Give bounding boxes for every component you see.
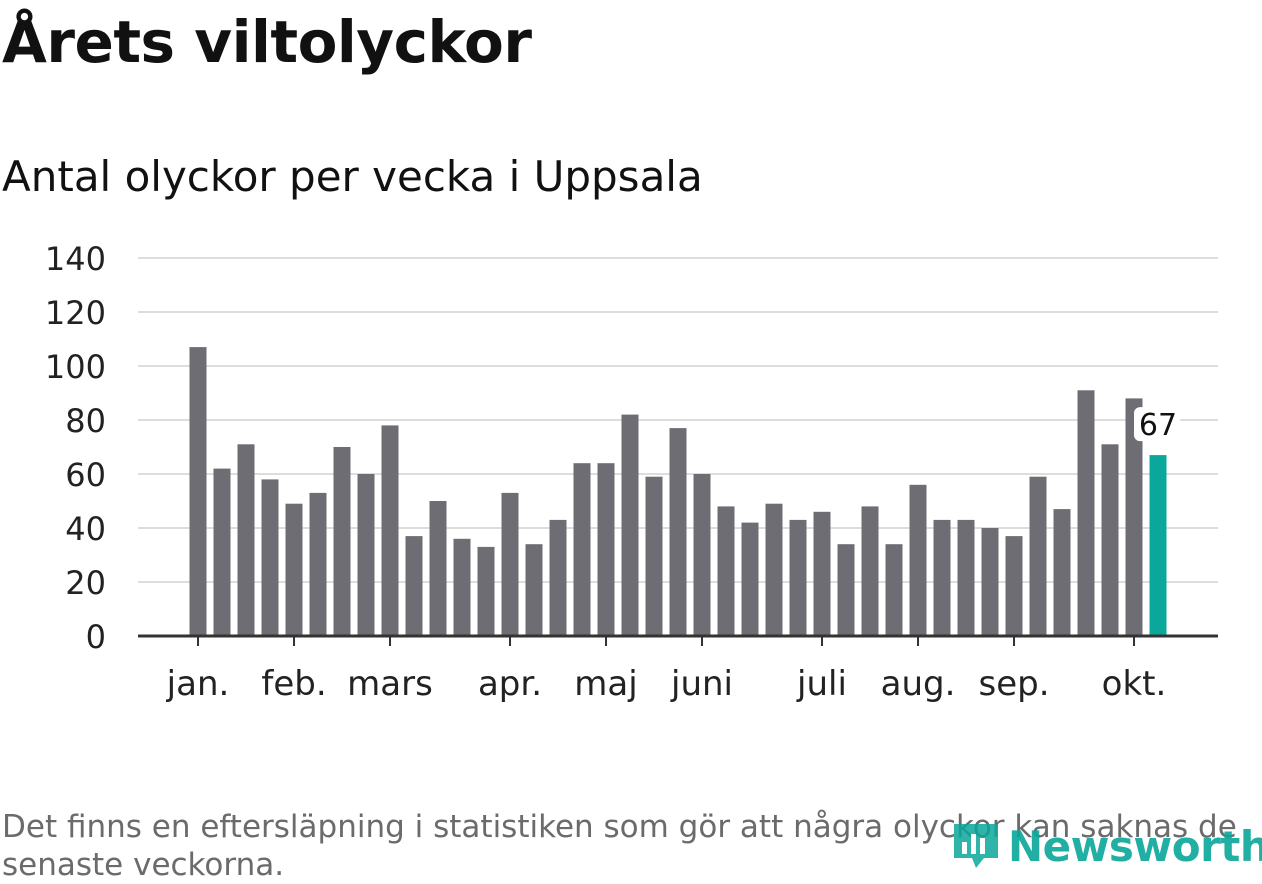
bar xyxy=(453,538,471,636)
bar xyxy=(549,519,567,636)
y-tick-label: 0 xyxy=(86,618,106,656)
bar xyxy=(237,444,255,636)
bar-highlight xyxy=(1149,455,1167,636)
bar xyxy=(741,522,759,636)
bar xyxy=(669,428,687,636)
bar xyxy=(765,503,783,636)
bar xyxy=(525,544,543,636)
x-tick-label: juli xyxy=(796,664,847,704)
bar xyxy=(261,479,279,636)
data-label-background xyxy=(1134,407,1180,442)
x-tick-label: jan. xyxy=(166,664,230,704)
x-tick-label: okt. xyxy=(1102,664,1167,704)
x-tick-label: feb. xyxy=(261,664,326,704)
bar xyxy=(213,468,231,636)
bar xyxy=(621,414,639,636)
footnote: Det finns en eftersläpning i statistiken… xyxy=(2,809,1237,883)
bar xyxy=(1053,509,1071,636)
bar xyxy=(1005,536,1023,636)
x-tick-label: juni xyxy=(670,664,733,704)
bar xyxy=(1077,390,1095,636)
bar xyxy=(333,447,351,636)
bar xyxy=(1101,444,1119,636)
y-tick-label: 140 xyxy=(45,240,106,278)
y-tick-label: 100 xyxy=(45,348,106,386)
bar xyxy=(309,492,327,636)
bar xyxy=(861,506,879,636)
bar xyxy=(813,511,831,636)
bar xyxy=(357,474,375,636)
bar xyxy=(933,519,951,636)
bar xyxy=(405,536,423,636)
bar xyxy=(429,501,447,636)
bar xyxy=(981,528,999,636)
data-label: 67 xyxy=(1139,408,1177,443)
bar xyxy=(693,474,711,636)
x-tick-label: apr. xyxy=(478,664,542,704)
x-tick-label: aug. xyxy=(881,664,956,704)
newsworthy-logo: Newsworthy xyxy=(950,818,1262,874)
x-tick-label: sep. xyxy=(978,664,1049,704)
y-tick-label: 60 xyxy=(65,456,106,494)
chart-subtitle: Antal olyckor per vecka i Uppsala xyxy=(2,152,703,201)
bar xyxy=(501,492,519,636)
bar xyxy=(573,463,591,636)
bar xyxy=(597,463,615,636)
bar xyxy=(1029,476,1047,636)
bar xyxy=(381,425,399,636)
y-tick-label: 120 xyxy=(45,294,106,332)
bar xyxy=(885,544,903,636)
newsworthy-logo-icon xyxy=(954,824,998,868)
bar xyxy=(1125,398,1143,636)
x-tick-label: maj xyxy=(574,664,637,704)
logo-text: Newsworthy xyxy=(1008,821,1262,871)
y-tick-label: 20 xyxy=(65,564,106,602)
bar xyxy=(645,476,663,636)
bar xyxy=(477,546,495,636)
bar xyxy=(837,544,855,636)
bar xyxy=(789,519,807,636)
bar xyxy=(189,347,207,636)
bar xyxy=(285,503,303,636)
y-tick-label: 40 xyxy=(65,510,106,548)
chart-title: Årets viltolyckor xyxy=(2,8,532,76)
bar xyxy=(909,484,927,636)
y-tick-label: 80 xyxy=(65,402,106,440)
bar xyxy=(717,506,735,636)
bar xyxy=(957,519,975,636)
x-tick-label: mars xyxy=(347,664,433,704)
bar-chart: 0 20 40 60 80 100 120 140 jan. feb. mars apr. maj jun… xyxy=(45,240,1218,704)
